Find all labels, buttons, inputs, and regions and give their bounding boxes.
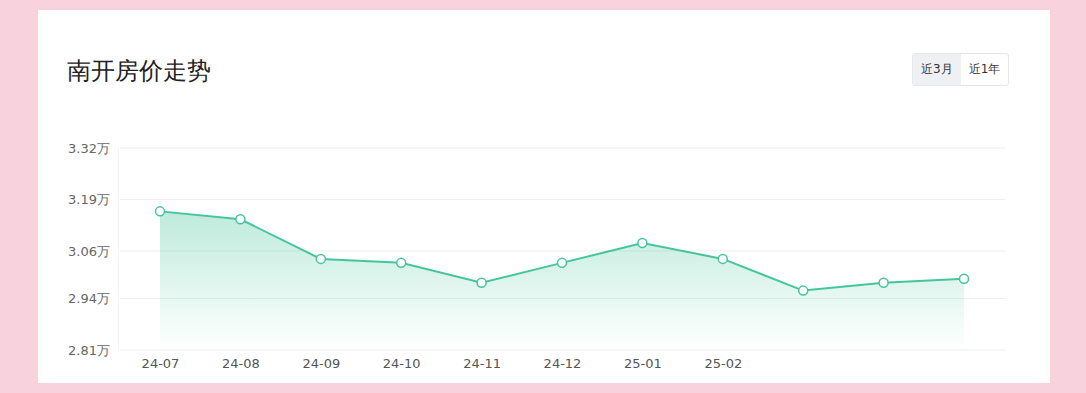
- x-tick: 24-11: [463, 356, 501, 371]
- point[interactable]: [799, 286, 808, 295]
- y-tick: 2.81万: [68, 343, 118, 358]
- range-button[interactable]: 近1年: [961, 54, 1009, 85]
- card: 南开房价走势2.81万2.94万3.06万3.19万3.32万24-0724-0…: [38, 10, 1050, 383]
- point[interactable]: [879, 278, 888, 287]
- y-tick-label: 3.06万: [68, 244, 110, 259]
- x-tick: 24-09: [302, 356, 340, 371]
- x-tick-label: 25-01: [624, 356, 662, 371]
- range-button[interactable]: 近3月: [913, 54, 961, 85]
- title: 南开房价走势: [67, 57, 211, 85]
- y-tick: 3.06万: [68, 244, 118, 259]
- x-axis-line: [161, 350, 965, 351]
- area: [160, 211, 964, 350]
- x-tick: 24-12: [544, 356, 582, 371]
- x-tick-label: 24-10: [383, 356, 421, 371]
- point[interactable]: [477, 278, 486, 287]
- y-tick-label: 3.32万: [68, 141, 110, 156]
- x-tick: 24-10: [383, 356, 421, 371]
- x-tick-label: 24-08: [222, 356, 260, 371]
- x-tick-label: 24-09: [302, 356, 340, 371]
- x-tick-label: 24-11: [463, 356, 501, 371]
- point[interactable]: [236, 215, 245, 224]
- y-tick-label: 2.81万: [68, 343, 110, 358]
- point[interactable]: [397, 258, 406, 267]
- point[interactable]: [316, 254, 325, 263]
- x-axis: 24-07 24-08 24-09 24-10 24-11 24-12 25-01 25-02: [142, 351, 965, 372]
- range-buttons: 近3月近1年: [912, 53, 1009, 86]
- y-axis: 2.81万 2.94万 3.06万 3.19万 3.32万: [68, 141, 118, 358]
- point[interactable]: [638, 239, 647, 248]
- plot: [156, 207, 969, 350]
- x-tick-label: 25-02: [704, 356, 742, 371]
- line: [160, 211, 964, 290]
- grid: [120, 148, 1005, 350]
- y-tick: 3.32万: [68, 141, 118, 156]
- point[interactable]: [156, 207, 165, 216]
- y-tick-label: 2.94万: [68, 291, 110, 306]
- point[interactable]: [718, 254, 727, 263]
- point[interactable]: [558, 258, 567, 267]
- y-tick: 3.19万: [68, 192, 118, 207]
- x-tick: 25-01: [624, 356, 662, 371]
- x-tick: 25-02: [704, 356, 742, 371]
- x-tick: 24-07: [142, 356, 180, 371]
- grid-line: [120, 199, 1005, 200]
- x-tick-label: 24-07: [142, 356, 180, 371]
- y-tick-label: 3.19万: [68, 192, 110, 207]
- x-tick: 24-08: [222, 356, 260, 371]
- point[interactable]: [960, 274, 969, 283]
- grid-line: [120, 148, 1005, 149]
- x-tick-label: 24-12: [544, 356, 582, 371]
- chart: 南开房价走势2.81万2.94万3.06万3.19万3.32万24-0724-0…: [38, 10, 1050, 383]
- y-tick: 2.94万: [68, 291, 118, 306]
- y-axis-line: [118, 149, 119, 351]
